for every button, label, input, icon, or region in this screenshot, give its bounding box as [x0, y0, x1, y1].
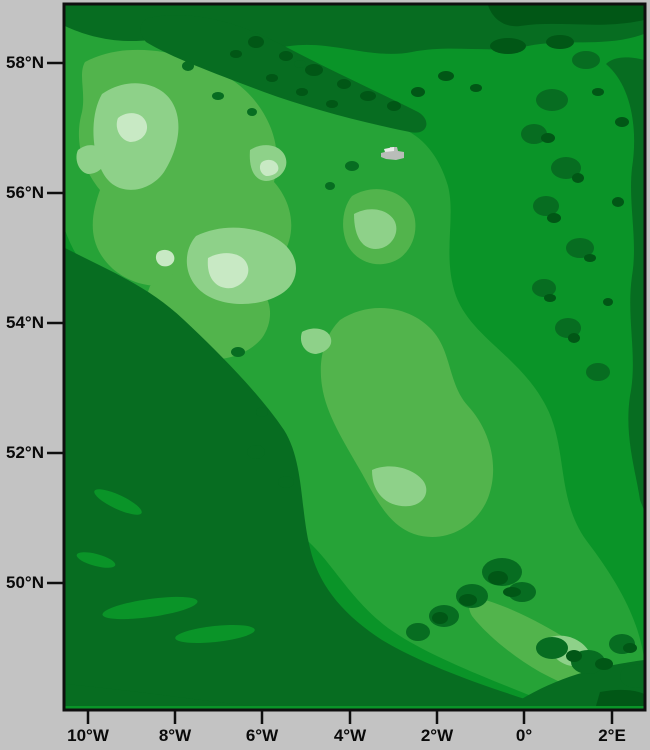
lon-tick-label: 2°W: [420, 726, 454, 745]
map-plot-area: [65, 5, 644, 709]
lat-tick-label: 52°N: [6, 443, 44, 462]
terrain-dark-sea: [65, 5, 644, 706]
lat-tick-label: 56°N: [6, 183, 44, 202]
peak-gray-area: [381, 147, 404, 160]
lat-tick-label: 50°N: [6, 573, 44, 592]
lon-tick-label: 4°W: [333, 726, 367, 745]
terrain-darkest: [230, 5, 644, 706]
sea-streaks: [76, 489, 255, 643]
lat-tick-label: 58°N: [6, 53, 44, 72]
peak-white-area: [384, 147, 394, 152]
lon-ticks: [86, 711, 614, 724]
terrain-pale: [116, 113, 279, 289]
map-frame: [62, 2, 647, 712]
lat-ticks: [47, 61, 64, 585]
peak-patch: [381, 147, 404, 160]
lat-tick-label: 54°N: [6, 313, 44, 332]
lon-tick-label: 10°W: [67, 726, 109, 745]
lon-tick-label: 0°: [515, 726, 533, 745]
lon-tick-label: 6°W: [245, 726, 279, 745]
lon-tick-label: 2°E: [598, 726, 626, 745]
lon-tick-label: 8°W: [158, 726, 192, 745]
